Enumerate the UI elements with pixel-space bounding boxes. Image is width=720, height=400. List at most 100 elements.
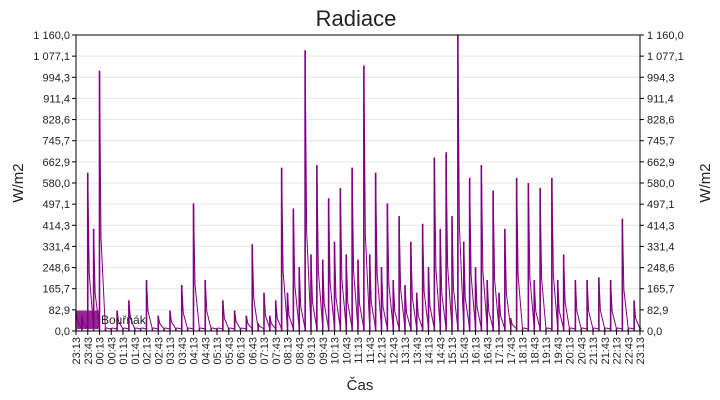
data-bar xyxy=(592,328,594,331)
x-tick-label: 02:13 xyxy=(142,337,154,365)
x-tick-label: 16:43 xyxy=(482,337,494,365)
data-bar xyxy=(133,328,136,331)
x-tick-label: 21:13 xyxy=(588,337,600,365)
y-tick-label-right: 828,6 xyxy=(647,115,675,127)
data-bar xyxy=(227,328,230,331)
y-tick-label-right: 414,3 xyxy=(647,220,675,232)
x-axis-label: Čas xyxy=(347,377,374,394)
x-tick-label: 07:43 xyxy=(271,337,283,365)
y-tick-label-right: 994,3 xyxy=(647,72,675,84)
y-tick-label-right: 497,1 xyxy=(647,199,675,211)
x-tick-label: 23:43 xyxy=(83,337,95,365)
y-tick-label-left: 1 160,0 xyxy=(33,30,70,42)
data-bar xyxy=(521,328,524,331)
x-tick-label: 20:13 xyxy=(565,337,577,365)
y-tick-label-right: 662,9 xyxy=(647,157,675,169)
y-tick-label-right: 1 160,0 xyxy=(647,30,684,42)
x-tick-label: 12:13 xyxy=(377,337,389,365)
data-bar xyxy=(580,328,583,331)
y-tick-label-left: 662,9 xyxy=(42,157,70,169)
y-tick-label-left: 1 077,1 xyxy=(33,51,70,63)
x-tick-label: 10:13 xyxy=(330,337,342,365)
data-bar xyxy=(110,328,113,331)
y-tick-label-right: 248,6 xyxy=(647,263,675,275)
y-tick-label-left: 911,4 xyxy=(43,93,70,105)
y-tick-label-left: 82,9 xyxy=(49,305,70,317)
data-bar xyxy=(186,328,189,331)
y-tick-label-right: 1 077,1 xyxy=(647,51,684,63)
x-tick-label: 15:43 xyxy=(459,337,471,365)
y-tick-label-right: 745,7 xyxy=(647,136,675,148)
y-tick-label-right: 911,4 xyxy=(647,93,674,105)
x-tick-label: 12:43 xyxy=(388,337,400,365)
series-line xyxy=(75,34,642,331)
x-tick-label: 11:13 xyxy=(353,337,365,364)
x-tick-label: 04:13 xyxy=(189,337,201,365)
x-tick-label: 08:13 xyxy=(283,337,295,365)
data-bar xyxy=(627,328,630,331)
x-tick-label: 23:13 xyxy=(71,337,83,365)
y-tick-label-left: 497,1 xyxy=(42,199,70,211)
y-axis-label-right: W/m2 xyxy=(697,163,714,202)
x-tick-label: 02:43 xyxy=(153,337,165,365)
x-tick-label: 13:43 xyxy=(412,337,424,365)
x-tick-label: 09:43 xyxy=(318,337,330,365)
y-tick-label-right: 165,7 xyxy=(647,284,675,296)
y-tick-label-left: 745,7 xyxy=(42,136,70,148)
x-tick-label: 08:43 xyxy=(294,337,306,365)
y-tick-label-right: 82,9 xyxy=(647,305,668,317)
y-tick-label-left: 414,3 xyxy=(42,220,70,232)
x-tick-label: 23:13 xyxy=(635,337,647,365)
x-tick-label: 19:13 xyxy=(541,337,553,365)
data-bar xyxy=(216,328,218,331)
y-tick-label-left: 828,6 xyxy=(42,115,70,127)
x-tick-label: 17:43 xyxy=(506,337,518,365)
x-tick-label: 18:13 xyxy=(518,337,530,365)
y-tick-label-right: 580,0 xyxy=(647,178,675,190)
y-tick-label-left: 331,4 xyxy=(42,241,70,253)
y-tick-label-right: 0,0 xyxy=(647,326,662,338)
x-tick-label: 11:43 xyxy=(365,337,377,364)
data-bar xyxy=(104,328,107,331)
y-tick-label-left: 0,0 xyxy=(55,326,70,338)
x-tick-label: 03:43 xyxy=(177,337,189,365)
x-tick-label: 18:43 xyxy=(529,337,541,365)
x-tick-label: 05:43 xyxy=(224,337,236,365)
x-tick-label: 20:43 xyxy=(576,337,588,365)
data-bar xyxy=(139,328,142,331)
x-tick-label: 10:43 xyxy=(341,337,353,365)
data-bar xyxy=(198,328,201,331)
data-bar xyxy=(615,328,618,331)
x-tick-label: 09:13 xyxy=(306,337,318,365)
x-tick-label: 04:43 xyxy=(200,337,212,365)
y-tick-label-left: 580,0 xyxy=(42,178,70,190)
x-tick-label: 07:13 xyxy=(259,337,271,365)
x-tick-label: 06:43 xyxy=(247,337,259,365)
x-tick-label: 16:13 xyxy=(471,337,483,365)
data-bar xyxy=(603,328,606,331)
x-tick-label: 03:13 xyxy=(165,337,177,365)
data-bar xyxy=(545,328,547,331)
x-tick-label: 19:43 xyxy=(553,337,565,365)
x-tick-label: 14:43 xyxy=(435,337,447,365)
x-tick-label: 22:13 xyxy=(612,337,624,365)
chart-title: Radiace xyxy=(316,6,397,31)
y-axis-label-left: W/m2 xyxy=(10,163,27,202)
y-tick-label-right: 331,4 xyxy=(647,241,675,253)
y-tick-label-left: 248,6 xyxy=(42,263,70,275)
data-bar xyxy=(568,328,571,331)
x-tick-label: 05:13 xyxy=(212,337,224,365)
x-tick-label: 22:43 xyxy=(623,337,635,365)
legend-series-name: Bouřňák xyxy=(101,313,147,327)
x-tick-label: 21:43 xyxy=(600,337,612,365)
x-tick-label: 01:13 xyxy=(118,337,130,365)
legend-swatch xyxy=(77,310,99,329)
y-tick-label-left: 165,7 xyxy=(42,284,70,296)
y-tick-label-left: 994,3 xyxy=(42,72,70,84)
x-tick-label: 00:43 xyxy=(106,337,118,365)
x-tick-label: 17:13 xyxy=(494,337,506,365)
data-bar xyxy=(210,328,212,331)
x-tick-label: 15:13 xyxy=(447,337,459,365)
x-tick-label: 01:43 xyxy=(130,337,142,365)
